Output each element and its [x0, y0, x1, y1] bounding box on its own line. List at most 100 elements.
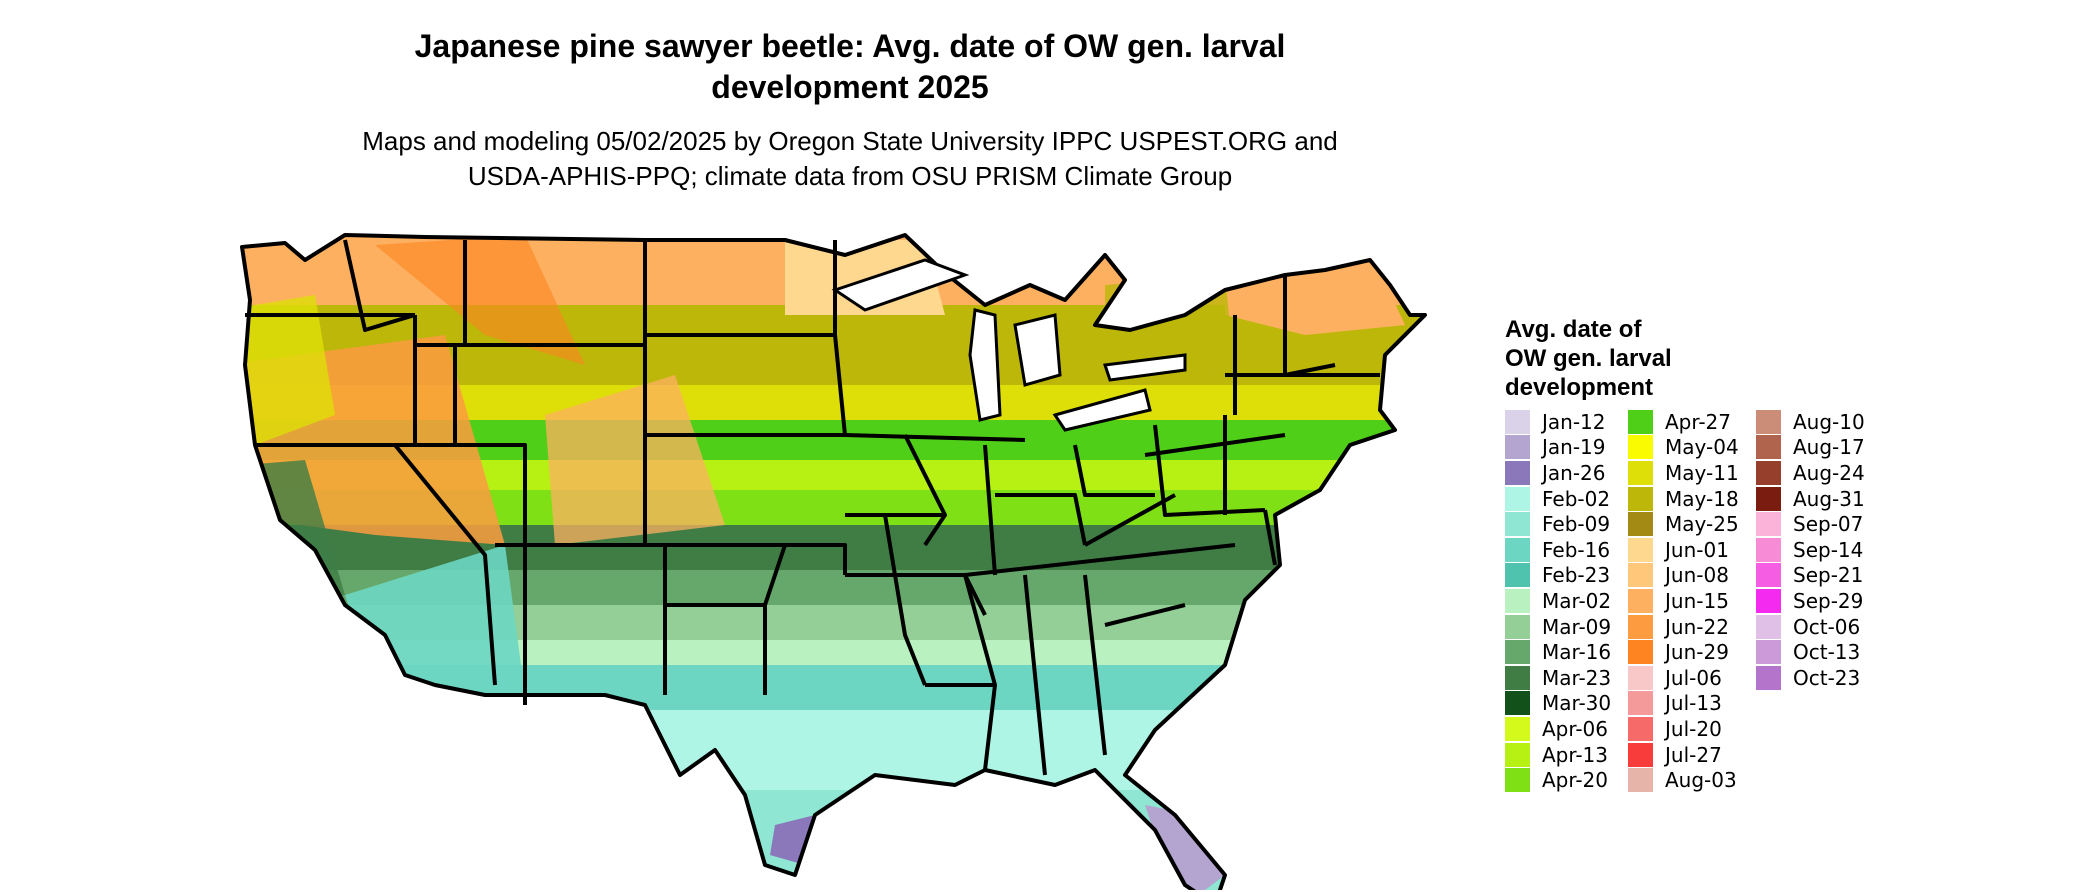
legend-item: Jun-29	[1628, 639, 1739, 665]
legend-item: Sep-29	[1756, 588, 1865, 614]
legend-label: Jul-20	[1665, 716, 1722, 741]
legend-label: Jul-27	[1665, 742, 1722, 767]
legend-swatch	[1505, 460, 1530, 485]
legend-swatch	[1505, 640, 1530, 665]
legend-item: Feb-16	[1505, 537, 1611, 563]
legend-label: Oct-13	[1793, 640, 1861, 665]
legend-swatch	[1756, 435, 1781, 460]
legend-label: Aug-10	[1793, 409, 1865, 434]
legend-swatch	[1628, 486, 1653, 511]
legend-item: May-18	[1628, 486, 1739, 512]
legend-item: Mar-02	[1505, 588, 1611, 614]
legend-swatch	[1505, 563, 1530, 588]
legend-label: Apr-27	[1665, 409, 1731, 434]
legend-swatch	[1628, 563, 1653, 588]
legend-swatch	[1505, 588, 1530, 613]
legend-label: Mar-16	[1542, 640, 1612, 665]
legend-label: Apr-20	[1542, 768, 1608, 793]
legend-item: Apr-13	[1505, 742, 1611, 768]
legend-swatch	[1756, 486, 1781, 511]
legend-swatch	[1505, 409, 1530, 434]
legend-swatch	[1756, 614, 1781, 639]
legend-label: May-25	[1665, 512, 1739, 537]
legend-label: Apr-13	[1542, 742, 1608, 767]
legend-item: Jun-08	[1628, 563, 1739, 589]
legend-item: Jul-27	[1628, 742, 1739, 768]
legend-item: Mar-30	[1505, 691, 1611, 717]
legend-label: Sep-14	[1793, 537, 1864, 562]
legend-item: Jul-06	[1628, 665, 1739, 691]
us-phenology-map	[240, 233, 1427, 890]
legend-item: Jun-15	[1628, 588, 1739, 614]
legend-item: Jan-12	[1505, 409, 1611, 435]
legend-swatch	[1505, 768, 1530, 793]
legend-swatch	[1628, 768, 1653, 793]
legend-item: Aug-10	[1756, 409, 1865, 435]
legend-swatch	[1505, 691, 1530, 716]
legend-label: Feb-09	[1542, 512, 1611, 537]
legend-label: Aug-17	[1793, 435, 1865, 460]
legend-item: Sep-07	[1756, 511, 1865, 537]
legend-label: Mar-02	[1542, 588, 1612, 613]
legend-swatch	[1756, 588, 1781, 613]
legend-item: Feb-23	[1505, 563, 1611, 589]
legend-label: Sep-07	[1793, 512, 1864, 537]
legend-item: Aug-17	[1756, 435, 1865, 461]
legend-column-1: Jan-12 Jan-19 Jan-26 Feb-02 Feb-09 Feb-1…	[1505, 409, 1611, 793]
legend-swatch	[1628, 640, 1653, 665]
legend-item: Oct-06	[1756, 614, 1865, 640]
legend-swatch	[1505, 665, 1530, 690]
legend-swatch	[1628, 614, 1653, 639]
legend-swatch	[1628, 512, 1653, 537]
legend-item: Aug-03	[1628, 767, 1739, 793]
legend-label: Jun-15	[1665, 588, 1729, 613]
legend-label: May-18	[1665, 486, 1739, 511]
legend-item: Feb-09	[1505, 511, 1611, 537]
legend-item: Sep-14	[1756, 537, 1865, 563]
state-borders	[240, 233, 1427, 890]
legend-column-2: Apr-27 May-04 May-11 May-18 May-25 Jun-0…	[1628, 409, 1739, 793]
legend-item: Mar-09	[1505, 614, 1611, 640]
legend-item: Aug-24	[1756, 460, 1865, 486]
legend-label: Jul-13	[1665, 691, 1722, 716]
legend-title: Avg. date of OW gen. larval development	[1505, 316, 1672, 401]
legend-label: Apr-06	[1542, 716, 1608, 741]
legend-swatch	[1628, 409, 1653, 434]
legend-item: May-11	[1628, 460, 1739, 486]
legend-swatch	[1628, 742, 1653, 767]
legend-swatch	[1628, 460, 1653, 485]
legend-label: Jun-08	[1665, 563, 1729, 588]
map-title: Japanese pine sawyer beetle: Avg. date o…	[414, 28, 1286, 105]
legend-swatch	[1505, 716, 1530, 741]
legend-label: Jul-06	[1665, 665, 1722, 690]
legend-item: Oct-13	[1756, 639, 1865, 665]
legend-item: Jul-13	[1628, 691, 1739, 717]
legend-swatch	[1756, 537, 1781, 562]
legend-label: Jan-26	[1542, 460, 1606, 485]
legend-item: May-04	[1628, 435, 1739, 461]
legend-swatch	[1505, 435, 1530, 460]
legend-item: May-25	[1628, 511, 1739, 537]
legend-swatch	[1756, 460, 1781, 485]
legend-item: Jun-22	[1628, 614, 1739, 640]
legend-label: Jun-01	[1665, 537, 1729, 562]
legend-swatch	[1505, 486, 1530, 511]
legend-swatch	[1505, 537, 1530, 562]
legend-column-3: Aug-10 Aug-17 Aug-24 Aug-31 Sep-07 Sep-1…	[1756, 409, 1865, 691]
legend-label: Sep-29	[1793, 588, 1864, 613]
legend-label: Mar-09	[1542, 614, 1612, 639]
legend-swatch	[1628, 588, 1653, 613]
legend-item: Feb-02	[1505, 486, 1611, 512]
legend-label: Oct-06	[1793, 614, 1861, 639]
legend-item: Apr-06	[1505, 716, 1611, 742]
legend-item: Apr-20	[1505, 767, 1611, 793]
legend-swatch	[1628, 435, 1653, 460]
legend-item: Jan-26	[1505, 460, 1611, 486]
legend-swatch	[1756, 665, 1781, 690]
legend-item: Jun-01	[1628, 537, 1739, 563]
legend-label: Jun-29	[1665, 640, 1729, 665]
legend-swatch	[1756, 563, 1781, 588]
legend-swatch	[1628, 665, 1653, 690]
legend-label: Jan-19	[1542, 435, 1606, 460]
legend-swatch	[1756, 512, 1781, 537]
